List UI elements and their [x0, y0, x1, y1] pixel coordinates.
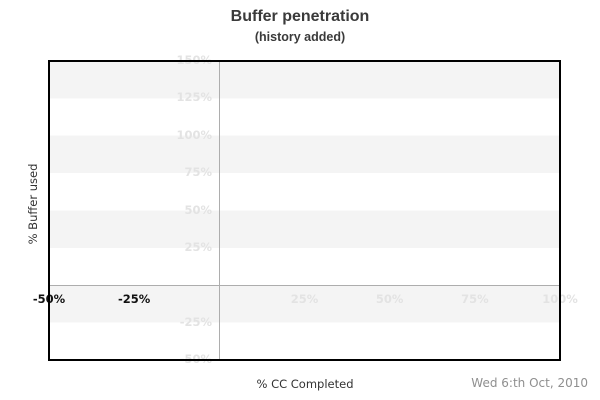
y-zero-gridline — [49, 285, 560, 286]
x-tick-label: -25% — [118, 292, 151, 306]
y-tick-label: 100% — [176, 127, 212, 142]
x-zero-gridline — [219, 61, 220, 360]
y-tick-label: -50% — [179, 352, 212, 366]
x-tick-label: 100% — [542, 292, 578, 306]
y-tick-label: 50% — [184, 202, 212, 217]
y-axis-label: % Buffer used — [26, 163, 40, 245]
chart-title: Buffer penetration — [230, 8, 370, 25]
y-tick-label: 25% — [184, 239, 212, 254]
x-axis-label: % CC Completed — [256, 377, 354, 391]
x-tick-label: -50% — [32, 292, 66, 306]
y-tick-label: 150% — [176, 53, 212, 67]
y-tick-label: 125% — [176, 90, 212, 105]
x-tick-label: 50% — [375, 292, 404, 306]
y-tick-label: 75% — [184, 165, 212, 180]
x-tick-label: 75% — [461, 292, 489, 306]
x-tick-label: 25% — [290, 292, 319, 306]
chart-subtitle: (history added) — [254, 30, 346, 44]
plot-wrap: 150% 125% 100% 75% 50% 25% -25% -50% -50% -25% 25%… — [33, 54, 578, 366]
y-tick-label: -25% — [179, 314, 212, 329]
date-label: Wed 6:th Oct, 2010 — [471, 376, 588, 390]
plot-area: 150% 125% 100% 75% 50% 25% -25% -50% -50% -25% 25%… — [33, 54, 578, 366]
